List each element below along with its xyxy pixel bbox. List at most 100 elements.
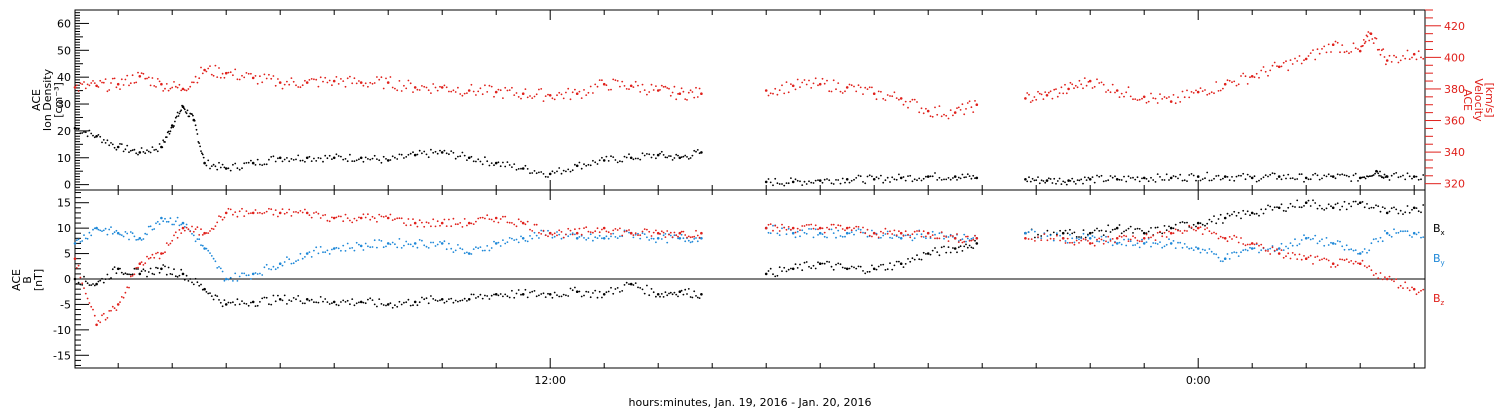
series-bx-dot [1307,199,1310,202]
series-bx-dot [292,297,295,299]
series-by-dot [1314,234,1317,237]
series-by-dot [882,234,885,237]
series-bx-dot [1402,213,1404,216]
density-series-2-dot [1267,175,1269,178]
series-by-dot [207,249,210,252]
series-bx-dot [479,293,482,296]
velocity-series-5-dot [1035,98,1038,101]
velocity-series-5-dot [1382,48,1385,50]
density-series-1-dot [805,183,808,185]
velocity-series-5-dot [1235,84,1238,87]
velocity-series-5-dot [1341,44,1344,46]
series-by-dot [1059,234,1061,237]
series-by-dot [1105,235,1107,238]
velocity-series-4-dot [882,97,885,100]
series-bz-dot [1345,258,1348,261]
velocity-series-4-dot [781,84,783,87]
velocity-series-5-dot [1404,57,1407,60]
velocity-series-3-dot [454,91,457,93]
velocity-series-3-dot [358,80,360,82]
density-series-0-dot [475,160,477,163]
velocity-series-3-dot [173,81,175,83]
series-bx-dot [957,246,960,249]
series-bx-dot [1294,206,1296,208]
series-bx-dot [693,290,696,293]
density-series-2-point [1045,179,1049,182]
series-bz-dot [452,217,455,220]
series-by-dot [966,237,969,240]
series-bz-point [1088,242,1092,245]
density-series-2-dot [1289,177,1292,180]
series-bz-point [467,221,471,225]
velocity-series-5-dot [1076,86,1079,89]
series-bx-dot [601,296,603,299]
series-bz-dot [810,223,813,226]
series-bz-dot [544,234,547,237]
density-series-0-dot [162,139,165,142]
series-bx-dot [1098,230,1101,232]
density-series-1-dot [934,172,936,174]
series-bz-dot [1141,240,1143,243]
density-series-1-dot [828,179,831,182]
density-series-2-dot [1253,175,1256,178]
velocity-series-3-dot [472,90,475,93]
velocity-series-3-dot [461,94,464,97]
density-series-2-dot [1350,180,1353,183]
density-series-2-dot [1195,179,1197,182]
velocity-series-3-dot [659,89,661,91]
series-bz-dot [445,225,448,228]
series-by-dot [669,234,672,237]
series-by-dot [1287,247,1290,250]
series-bx-dot [965,243,967,246]
velocity-series-4-dot [918,111,921,114]
series-bx-dot [1073,231,1076,234]
legend-by: By [1433,252,1445,267]
velocity-series-3-dot [115,86,118,89]
series-bx-point [1088,231,1092,235]
series-bz-dot [696,234,699,237]
series-by-dot [391,241,394,244]
series-bx-dot [877,265,880,268]
density-series-0-dot [223,166,226,169]
density-series-1-dot [821,181,824,184]
density-series-2-dot [1074,183,1077,185]
velocity-series-5-dot [1159,93,1161,95]
density-series-2-point [1385,175,1389,178]
velocity-series-3-dot [337,83,340,85]
series-bx-dot [666,294,669,297]
velocity-series-4-dot [871,86,873,89]
density-series-0-dot [443,149,446,152]
series-by-dot [178,224,181,227]
series-bz-dot [1361,259,1364,262]
velocity-series-3-dot [79,82,82,85]
velocity-series-3-dot [524,88,527,90]
velocity-series-3-dot [553,98,556,101]
series-by-dot [423,244,426,247]
density-series-1-dot [902,176,905,178]
series-by-dot [1372,238,1375,241]
velocity-series-3-dot [205,70,208,73]
series-bx-dot [1172,227,1175,230]
series-bx-dot [364,302,367,305]
velocity-series-5-dot [1327,43,1330,46]
density-series-0-dot [200,150,202,153]
series-by-dot [398,238,401,240]
series-by-dot [389,243,392,246]
series-bx-dot [201,288,204,291]
series-by-point [386,242,390,245]
density-series-1-dot [783,184,786,187]
velocity-series-3-dot [223,76,226,79]
velocity-series-3-dot [565,91,567,94]
series-by-dot [648,239,651,241]
series-by-dot [558,233,561,236]
velocity-series-3-dot [335,76,338,78]
series-bx-dot [855,267,858,270]
density-series-2-point [1024,178,1027,181]
series-by-dot [111,232,114,235]
series-bz-dot [1069,241,1071,244]
velocity-series-4-dot [850,84,853,87]
series-bz-point [845,226,849,230]
series-bx-dot [1233,210,1236,213]
series-bz-dot [88,302,91,304]
